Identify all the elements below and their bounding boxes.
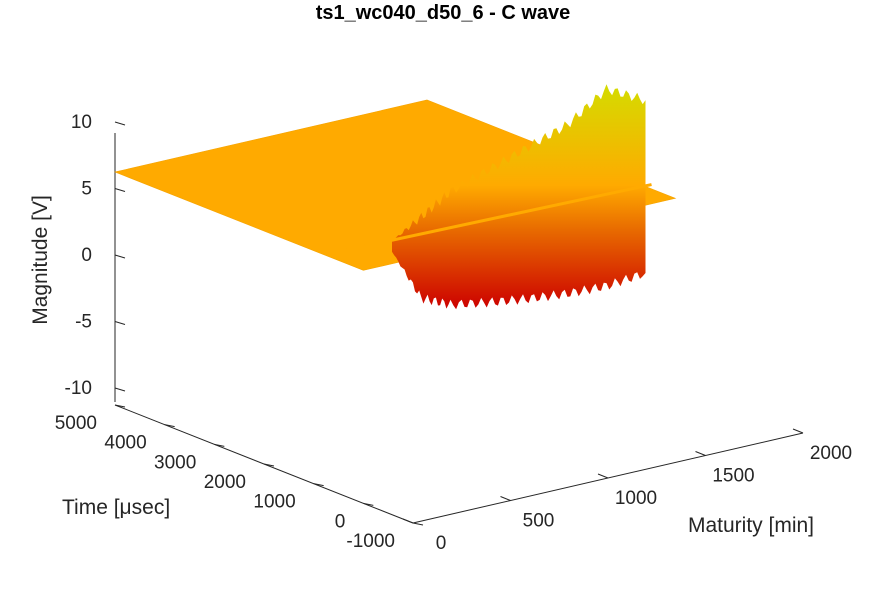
x-tick-label: 2000	[810, 443, 852, 464]
y-tick-label: 5000	[55, 413, 97, 434]
z-tick-label: 10	[71, 112, 92, 133]
y-tick-mark	[412, 522, 424, 526]
z-tick-mark	[114, 254, 126, 259]
y-tick-label: 0	[335, 511, 346, 532]
surface-plot	[113, 84, 677, 310]
z-tick-label: -10	[65, 378, 92, 399]
z-tick-label: 0	[81, 245, 92, 266]
y-tick-mark	[313, 483, 324, 487]
y-tick-mark	[263, 463, 275, 467]
y-tick-label: 1000	[253, 492, 295, 513]
z-tick-mark	[114, 321, 126, 325]
x-tick-label: 1000	[615, 488, 657, 509]
z-tick-label: 5	[81, 179, 92, 200]
y-tick-label: 2000	[204, 472, 246, 493]
x-tick-label: 500	[523, 511, 555, 532]
x-axis-label: Maturity [min]	[688, 514, 814, 537]
y-axis-label: Time [μsec]	[62, 496, 170, 519]
x-tick-mark	[597, 473, 609, 479]
y-tick-mark	[114, 404, 126, 408]
zero-ridge-line	[331, 183, 652, 255]
z-tick-mark	[114, 188, 126, 192]
x-tick-label: 0	[436, 533, 447, 554]
z-tick-label: -5	[75, 312, 92, 333]
y-tick-label: 3000	[154, 452, 196, 473]
z-tick-mark	[114, 387, 126, 392]
y-tick-mark	[363, 502, 374, 506]
x-tick-mark	[792, 428, 804, 434]
signal-wave-surface	[392, 84, 646, 310]
z-axis-label: Magnitude [V]	[29, 195, 52, 325]
y-tick-label: 4000	[104, 433, 146, 454]
x-tick-mark	[695, 451, 706, 456]
z-tick-mark	[114, 121, 126, 126]
y-tick-mark	[214, 443, 225, 447]
y-tick-mark	[164, 424, 175, 428]
y-tick-label: -1000	[346, 531, 395, 552]
chart-title: ts1_wc040_d50_6 - C wave	[316, 2, 571, 24]
axes	[114, 121, 804, 526]
x-tick-label: 1500	[712, 466, 754, 487]
x-tick-mark	[500, 496, 511, 501]
tick-labels: 0500100015002000-10000100020003000400050…	[55, 112, 852, 554]
x-tick-mark	[402, 518, 414, 524]
